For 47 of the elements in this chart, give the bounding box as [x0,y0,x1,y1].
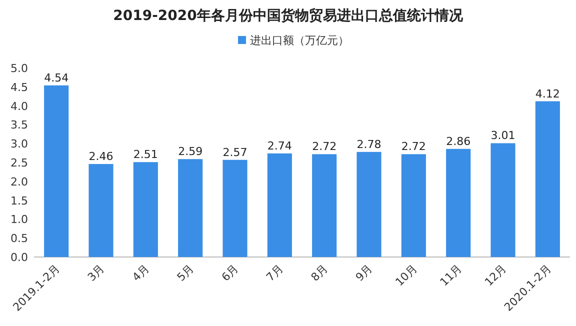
chart-title: 2019-2020年各月份中国货物贸易进出口总值统计情况 [113,7,464,24]
y-tick-label: 2.5 [10,156,28,170]
x-tick-label: 6月 [219,262,242,284]
y-tick-label: 1.0 [10,213,28,226]
bar [312,154,337,257]
data-label: 4.54 [44,71,69,84]
bar [133,162,158,257]
bar [535,101,560,257]
bar [178,159,203,257]
x-tick-label: 12月 [482,262,510,289]
bar [446,148,471,257]
x-tick-label: 4月 [130,262,152,284]
bar [401,154,426,257]
y-tick-label: 0.5 [10,232,28,246]
x-tick-label: 3月 [85,262,108,284]
bar [222,160,248,257]
bar [44,85,69,257]
x-tick-label: 5月 [174,262,196,284]
y-tick-label: 1.5 [10,194,28,208]
data-label: 2.86 [446,134,471,148]
bar [88,164,114,257]
x-tick-label: 7月 [264,262,286,284]
data-label: 2.51 [133,148,158,162]
y-tick-label: 0.0 [10,251,28,264]
data-label: 2.46 [88,150,114,164]
data-label: 3.01 [490,129,516,142]
data-label: 2.74 [267,139,292,152]
bar [490,143,516,257]
data-label: 2.72 [401,140,426,154]
data-label: 2.59 [178,145,203,158]
data-label: 4.12 [535,87,560,100]
data-label: 2.72 [312,140,337,154]
x-tick-label: 9月 [353,262,376,284]
y-tick-label: 5.0 [10,62,28,75]
data-label: 2.57 [222,146,248,159]
bar [356,152,382,257]
bar [267,153,292,257]
data-label: 2.78 [356,138,382,151]
x-tick-label: 10月 [392,262,420,289]
y-tick-label: 3.5 [10,118,28,132]
x-tick-label: 11月 [438,262,464,289]
y-tick-label: 3.0 [10,138,28,151]
y-tick-label: 2.0 [10,175,28,188]
y-tick-label: 4.0 [10,100,28,113]
y-tick-label: 4.5 [10,80,28,94]
legend-label: 进出口额（万亿元） [250,34,349,47]
x-tick-label: 8月 [308,262,330,284]
